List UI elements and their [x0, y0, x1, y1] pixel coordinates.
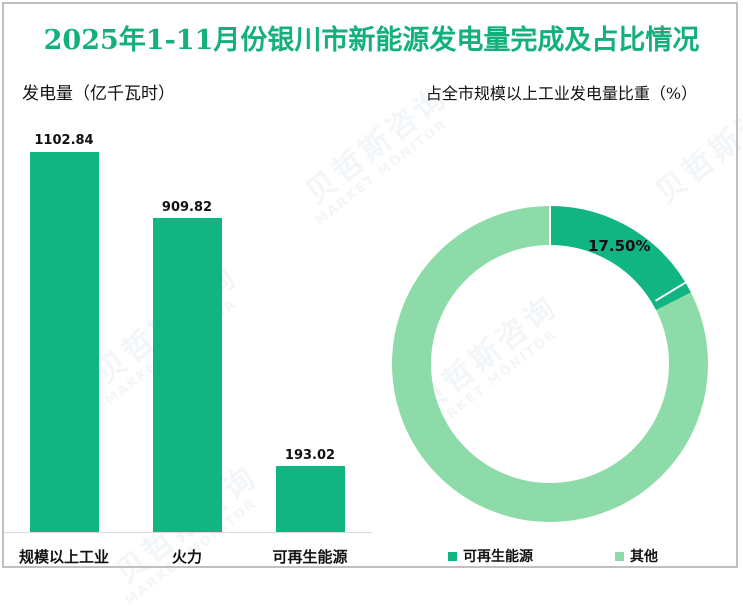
donut-slice-value-label: 17.50%: [588, 237, 651, 255]
legend-label: 可再生能源: [463, 549, 533, 565]
bar-renewable: [276, 466, 345, 532]
bar-value-label: 909.82: [161, 200, 213, 215]
legend-swatch-icon: [615, 551, 624, 561]
x-axis-label: 火力: [171, 548, 202, 566]
slice-separator: [654, 278, 692, 302]
bar-thermal: [153, 218, 222, 532]
x-axis-line: [4, 532, 372, 533]
legend-swatch-icon: [448, 551, 457, 561]
bar-value-label: 1102.84: [34, 133, 94, 148]
donut-chart-subtitle: 占全市规模以上工业发电量比重（%）: [425, 84, 698, 103]
bar-chart-subtitle: 发电量（亿千瓦时）: [22, 84, 175, 104]
legend-item-renewable: 可再生能源: [448, 546, 533, 566]
legend-label: 其他: [630, 549, 658, 565]
donut-chart: [392, 205, 708, 522]
x-axis-label: 规模以上工业: [18, 548, 109, 566]
bar-industrial: [30, 152, 99, 532]
chart-title: 2025年1-11月份银川市新能源发电量完成及占比情况: [43, 25, 700, 56]
legend-item-other: 其他: [615, 546, 658, 566]
bar-value-label: 193.02: [284, 448, 336, 463]
x-axis-label: 可再生能源: [272, 548, 348, 566]
